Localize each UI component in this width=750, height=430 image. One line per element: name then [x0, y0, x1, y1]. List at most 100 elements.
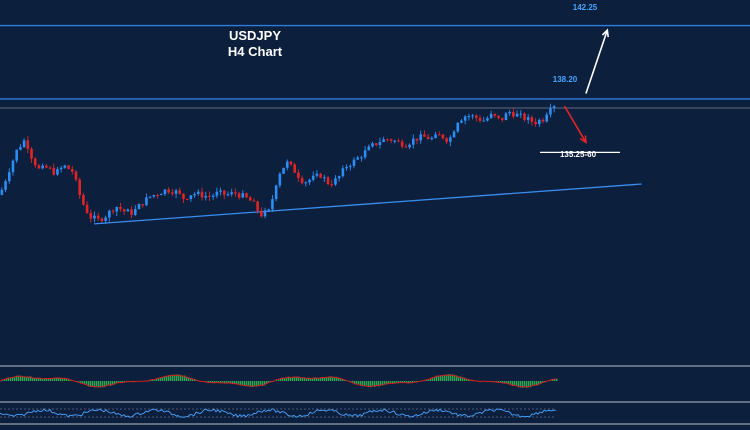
candle-body	[500, 117, 504, 121]
candle-body	[519, 113, 523, 115]
histogram-bar	[552, 379, 554, 381]
histogram-bar	[342, 378, 344, 381]
histogram-bar	[192, 378, 194, 381]
histogram-bar	[374, 381, 376, 387]
level-label-142: 142.25	[573, 3, 598, 12]
candle-body	[523, 113, 526, 120]
candle-body	[534, 121, 537, 125]
histogram-bar	[150, 379, 152, 381]
candle-body	[352, 159, 356, 166]
histogram-bar	[430, 378, 432, 381]
histogram-bar	[388, 381, 390, 385]
candle-body	[348, 165, 352, 167]
histogram-bar	[224, 381, 226, 384]
candle-body	[30, 148, 33, 159]
histogram-bar	[218, 381, 220, 383]
histogram-bar	[16, 375, 18, 381]
histogram-bar	[296, 376, 298, 381]
candle-body	[360, 157, 363, 159]
candle-body	[530, 117, 534, 122]
histogram-bar	[234, 381, 236, 384]
candle-body	[230, 192, 233, 195]
histogram-bar	[158, 378, 160, 381]
candle-body	[171, 192, 174, 194]
candle-body	[22, 140, 26, 148]
histogram-bar	[208, 381, 210, 383]
candle-body	[486, 118, 489, 121]
histogram-bar	[448, 374, 450, 381]
histogram-bar	[466, 378, 468, 381]
histogram-bar	[526, 381, 528, 388]
histogram-bar	[390, 381, 392, 384]
histogram-bar	[154, 379, 156, 381]
candle-body	[0, 189, 4, 195]
histogram-bar	[166, 375, 168, 381]
candle-body	[67, 165, 70, 170]
histogram-bar	[396, 381, 398, 384]
histogram-bar	[262, 381, 264, 386]
histogram-bar	[250, 381, 252, 387]
histogram-bar	[116, 381, 118, 384]
candle-body	[308, 179, 311, 183]
candle-body	[419, 134, 423, 141]
histogram-bar	[518, 381, 520, 388]
histogram-bar	[356, 381, 358, 385]
candle-body	[141, 204, 145, 206]
histogram-bar	[404, 381, 406, 383]
histogram-bar	[398, 381, 400, 384]
histogram-bar	[520, 381, 522, 388]
candle-body	[538, 119, 541, 125]
histogram-bar	[400, 381, 402, 383]
candle-body	[434, 134, 437, 138]
histogram-bar	[280, 378, 282, 381]
candle-body	[133, 209, 137, 215]
histogram-bar	[408, 381, 410, 384]
histogram-bar	[528, 381, 530, 388]
candle-body	[82, 195, 85, 205]
histogram-bar	[462, 377, 464, 381]
candle-body	[74, 171, 78, 180]
histogram-bar	[180, 374, 182, 381]
histogram-bar	[14, 376, 16, 381]
candle-body	[378, 141, 382, 145]
histogram-bar	[6, 378, 8, 381]
candle-body	[111, 210, 115, 212]
candle-body	[289, 161, 293, 165]
histogram-bar	[84, 381, 86, 385]
level-label-138: 138.20	[553, 75, 578, 84]
candle-body	[48, 167, 52, 169]
candle-body	[323, 177, 326, 179]
histogram-bar	[160, 377, 162, 381]
candle-body	[300, 177, 304, 184]
histogram-bar	[34, 377, 36, 381]
histogram-bar	[96, 381, 98, 388]
candle-body	[315, 173, 319, 176]
histogram-bar	[498, 381, 500, 383]
histogram-bar	[282, 377, 284, 381]
histogram-bar	[372, 381, 374, 387]
histogram-bar	[382, 381, 384, 386]
candle-body	[515, 113, 519, 117]
candle-body	[330, 184, 334, 186]
histogram-bar	[298, 376, 300, 381]
histogram-bar	[58, 377, 60, 381]
candle-body	[26, 140, 30, 149]
histogram-bar	[434, 376, 436, 381]
histogram-bar	[210, 381, 212, 383]
candle-body	[445, 138, 448, 142]
histogram-bar	[36, 377, 38, 381]
candle-body	[267, 209, 271, 211]
candle-body	[130, 209, 133, 215]
candle-body	[449, 137, 452, 142]
candle-body	[441, 134, 445, 139]
arrow-up-shaft	[585, 29, 609, 94]
candle-body	[363, 150, 367, 158]
histogram-bar	[276, 379, 278, 381]
candle-body	[7, 172, 11, 182]
histogram-bar	[340, 378, 342, 381]
histogram-bar	[324, 377, 326, 381]
histogram-bar	[524, 381, 526, 388]
histogram-bar	[456, 375, 458, 381]
histogram-bar	[178, 374, 180, 381]
